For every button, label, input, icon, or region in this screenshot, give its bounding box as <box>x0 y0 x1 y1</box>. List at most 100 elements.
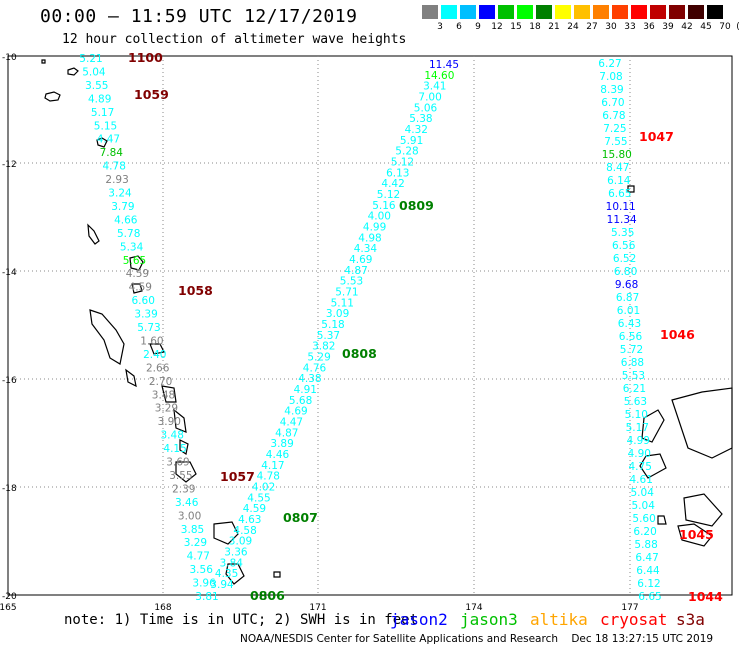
wave-height-value: 5.10 <box>625 409 648 421</box>
wave-height-value: 3.29 <box>184 537 207 549</box>
scale-label: 70 <box>719 22 731 32</box>
pass-time-label: 0808 <box>342 346 377 361</box>
wave-height-value: 5.12 <box>391 157 414 169</box>
wave-height-value: 7.00 <box>418 92 441 104</box>
wave-height-value: 4.91 <box>294 384 317 396</box>
wave-height-value: 4.02 <box>252 482 275 494</box>
wave-height-value: 3.00 <box>178 510 201 522</box>
wave-height-value: 4.46 <box>266 449 290 461</box>
wave-height-value: 4.99 <box>363 222 386 234</box>
scale-swatch <box>479 5 495 19</box>
island <box>677 523 713 547</box>
wave-height-value: 5.17 <box>626 422 649 434</box>
island <box>639 453 667 479</box>
wave-height-value: 3.89 <box>270 438 293 450</box>
scale-swatch <box>460 5 476 19</box>
wave-height-value: 11.45 <box>429 59 459 71</box>
longitude-label: 171 <box>309 603 326 613</box>
wave-height-value: 5.28 <box>395 146 418 158</box>
latitude-label: -10 <box>2 53 17 63</box>
wave-height-value: 4.75 <box>629 461 652 473</box>
wave-height-value: 6.88 <box>621 357 644 369</box>
scale-swatch <box>517 5 533 19</box>
wave-height-value: 3.41 <box>423 81 446 93</box>
wave-height-value: 6.78 <box>602 110 625 122</box>
wave-height-value: 4.89 <box>88 93 111 105</box>
wave-height-value: 3.82 <box>312 341 335 353</box>
wave-height-value: 4.55 <box>247 492 270 504</box>
wave-height-value: 5.04 <box>631 487 655 499</box>
pass-time-label: 0806 <box>250 588 285 603</box>
wave-height-value: 5.21 <box>79 53 102 65</box>
wave-height-value: 2.66 <box>146 362 170 374</box>
wave-height-value: 8.39 <box>600 84 623 96</box>
island <box>641 409 665 443</box>
island <box>683 493 723 527</box>
wave-height-value: 6.43 <box>618 318 641 330</box>
wave-height-value: 6.14 <box>607 175 631 187</box>
legend-s3a: s3a <box>676 610 705 629</box>
island <box>87 223 100 245</box>
wave-height-value: 4.38 <box>298 373 321 385</box>
scale-label: 12 <box>491 22 503 32</box>
scale-label: 24 <box>567 22 579 32</box>
island <box>96 137 108 148</box>
wave-height-value: 5.06 <box>414 102 438 114</box>
wave-height-value: 4.35 <box>215 568 238 580</box>
longitude-label: 168 <box>154 603 171 613</box>
wave-height-value: 6.12 <box>637 578 660 590</box>
island <box>671 387 733 459</box>
wave-height-value: 4.63 <box>238 514 261 526</box>
pass-time-label: 1045 <box>679 527 714 542</box>
island <box>44 91 61 102</box>
pass-time-label: 1044 <box>688 589 723 604</box>
scale-swatch <box>498 5 514 19</box>
latitude-label: -18 <box>2 484 17 494</box>
wave-height-value: 3.90 <box>158 416 181 428</box>
wave-height-value: 6.47 <box>635 552 658 564</box>
wave-height-value: 6.80 <box>614 266 637 278</box>
scale-label: 27 <box>586 22 598 32</box>
wave-height-value: 15.80 <box>602 149 632 161</box>
wave-height-value: 5.73 <box>137 322 160 334</box>
wave-height-value: 3.09 <box>229 536 252 548</box>
wave-height-value: 6.27 <box>598 58 621 70</box>
wave-height-value: 5.65 <box>123 255 146 267</box>
scale-swatch <box>574 5 590 19</box>
island <box>41 59 46 64</box>
wave-height-value: 3.79 <box>111 201 134 213</box>
wave-height-value: 5.35 <box>611 227 634 239</box>
wave-height-value: 1.60 <box>140 335 163 347</box>
wave-height-value: 3.09 <box>326 308 349 320</box>
wave-height-value: 6.65 <box>638 591 661 603</box>
wave-height-value: 5.91 <box>400 135 423 147</box>
wave-height-value: 4.69 <box>349 254 372 266</box>
wave-height-value: 5.04 <box>82 67 106 79</box>
scale-swatch <box>612 5 628 19</box>
wave-height-value: 3.69 <box>166 457 189 469</box>
wave-height-value: 4.32 <box>405 124 428 136</box>
wave-height-value: 14.60 <box>424 70 454 82</box>
wave-height-value: 2.40 <box>143 349 166 361</box>
island <box>173 408 187 433</box>
legend-cryosat: cryosat <box>600 610 668 629</box>
wave-height-value: 3.56 <box>190 564 214 576</box>
scale-swatch <box>593 5 609 19</box>
wave-height-value: 6.21 <box>623 383 646 395</box>
note-text: note: 1) Time is in UTC; 2) SWH is in fe… <box>64 612 419 628</box>
wave-height-value: 4.34 <box>354 243 378 255</box>
island <box>273 571 281 578</box>
legend-jason3: jason3 <box>460 610 518 629</box>
scale-label: 18 <box>529 22 541 32</box>
map-title: 00:00 – 11:59 UTC 12/17/2019 <box>40 6 358 27</box>
scale-swatch <box>441 5 457 19</box>
wave-height-value: 3.39 <box>134 309 157 321</box>
island <box>657 515 667 525</box>
wave-height-value: 2.39 <box>172 483 195 495</box>
wave-height-value: 5.88 <box>634 539 657 551</box>
pass-time-label: 1057 <box>220 469 255 484</box>
island <box>129 255 144 271</box>
wave-height-value: 4.78 <box>257 471 280 483</box>
wave-height-value: 4.58 <box>233 525 256 537</box>
wave-height-value: 2.93 <box>105 174 128 186</box>
